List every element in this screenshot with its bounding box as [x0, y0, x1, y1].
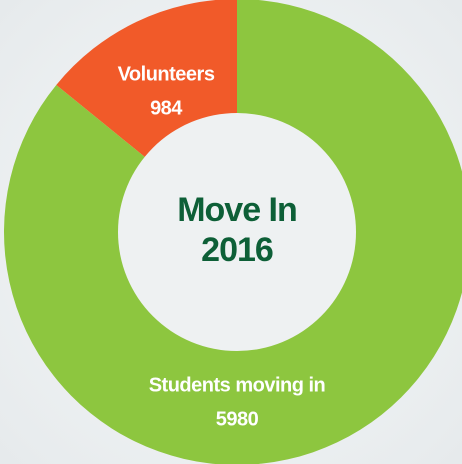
slice-value: 984: [150, 97, 183, 119]
labels: Volunteers 984 Students moving in 5980: [118, 63, 326, 430]
slice-label: Volunteers: [118, 63, 215, 85]
donut-hole: [118, 113, 356, 351]
chart-title: Move In 2016: [177, 191, 297, 269]
slice-label: Students moving in: [149, 374, 326, 396]
slice-value: 5980: [216, 408, 259, 430]
